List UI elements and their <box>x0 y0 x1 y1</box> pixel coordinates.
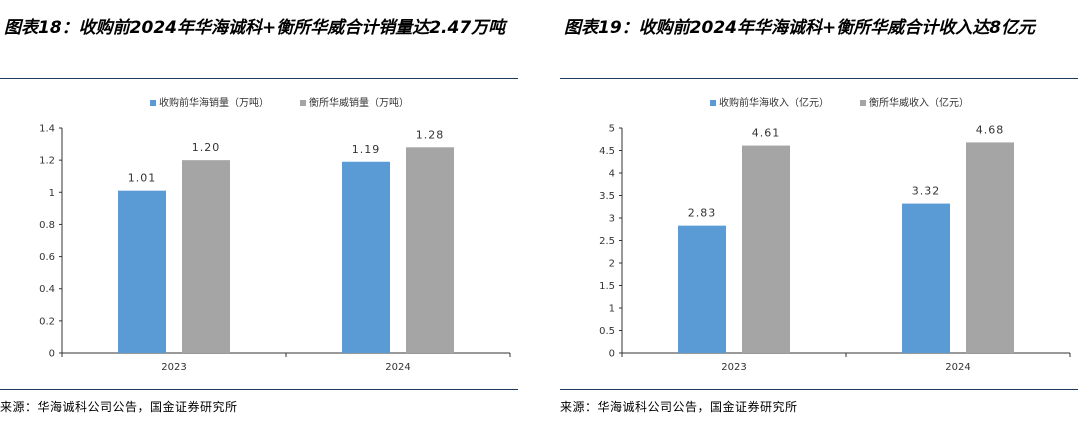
title-divider <box>0 78 518 79</box>
chart-panel-revenue: 图表19：收购前2024年华海诚科+衡所华威合计收入达8亿元 收购前华海收入（亿… <box>560 0 1080 426</box>
source-divider <box>0 389 518 390</box>
legend-swatch <box>300 100 306 106</box>
y-tick-label: 4 <box>609 169 615 180</box>
bar <box>118 190 166 353</box>
y-tick-label: 1 <box>609 304 615 315</box>
bar <box>342 161 390 353</box>
legend-swatch <box>150 100 156 106</box>
legend-swatch <box>860 100 866 106</box>
y-tick-label: 0.8 <box>39 220 55 231</box>
data-label: 1.28 <box>416 128 445 141</box>
bar <box>902 203 950 353</box>
x-tick-label: 2023 <box>161 362 186 373</box>
revenue-bar-chart: 收购前华海收入（亿元） 衡所华威收入（亿元） 0 0.5 1 1.5 2 2.5 3 3.5 4 4.… <box>599 96 1071 373</box>
bar <box>182 160 230 353</box>
y-tick-label: 2.5 <box>599 236 615 247</box>
y-tick-label: 1.2 <box>39 156 55 167</box>
y-tick-label: 0.2 <box>39 316 55 327</box>
y-tick-label: 2 <box>609 259 615 270</box>
data-label: 1.20 <box>192 141 221 154</box>
source-note: 来源：华海诚科公司公告，国金证券研究所 <box>560 400 798 414</box>
source-note: 来源：华海诚科公司公告，国金证券研究所 <box>0 400 238 414</box>
y-tick-label: 5 <box>609 124 615 135</box>
legend-label: 收购前华海收入（亿元） <box>719 96 829 109</box>
legend-label: 衡所华威销量（万吨） <box>309 96 409 109</box>
title-divider <box>560 78 1078 79</box>
x-tick-label: 2024 <box>385 362 410 373</box>
chart-title: 图表19：收购前2024年华海诚科+衡所华威合计收入达8亿元 <box>564 18 1036 38</box>
data-label: 1.19 <box>352 143 381 156</box>
y-tick-label: 0 <box>49 349 55 360</box>
bar <box>678 225 726 353</box>
legend-label: 衡所华威收入（亿元） <box>869 96 969 109</box>
legend-swatch <box>710 100 716 106</box>
x-tick-label: 2024 <box>945 362 970 373</box>
y-tick-label: 1.5 <box>599 281 615 292</box>
data-label: 4.68 <box>976 123 1005 136</box>
y-tick-label: 0.6 <box>39 252 55 263</box>
y-tick-label: 4.5 <box>599 146 615 157</box>
y-tick-label: 0.5 <box>599 326 615 337</box>
y-tick-label: 0.4 <box>39 284 55 295</box>
y-tick-label: 1 <box>49 188 55 199</box>
legend-label: 收购前华海销量（万吨） <box>159 96 269 109</box>
bar <box>406 147 454 353</box>
data-label: 2.83 <box>688 207 717 220</box>
y-tick-label: 3.5 <box>599 191 615 202</box>
sales-bar-chart: 收购前华海销量（万吨） 衡所华威销量（万吨） 0 0.2 0.4 0.6 0.8 1 1.2 1.… <box>39 96 511 373</box>
chart-title: 图表18：收购前2024年华海诚科+衡所华威合计销量达2.47万吨 <box>4 18 506 38</box>
chart-panel-sales: 图表18：收购前2024年华海诚科+衡所华威合计销量达2.47万吨 收购前华海销… <box>0 0 520 426</box>
y-tick-label: 1.4 <box>39 124 55 135</box>
bar <box>966 142 1014 353</box>
source-divider <box>560 389 1078 390</box>
bar <box>742 145 790 353</box>
x-tick-label: 2023 <box>721 362 746 373</box>
y-tick-label: 3 <box>609 214 615 225</box>
data-label: 3.32 <box>912 185 941 198</box>
y-tick-label: 0 <box>609 349 615 360</box>
data-label: 1.01 <box>128 172 157 185</box>
data-label: 4.61 <box>752 127 781 140</box>
